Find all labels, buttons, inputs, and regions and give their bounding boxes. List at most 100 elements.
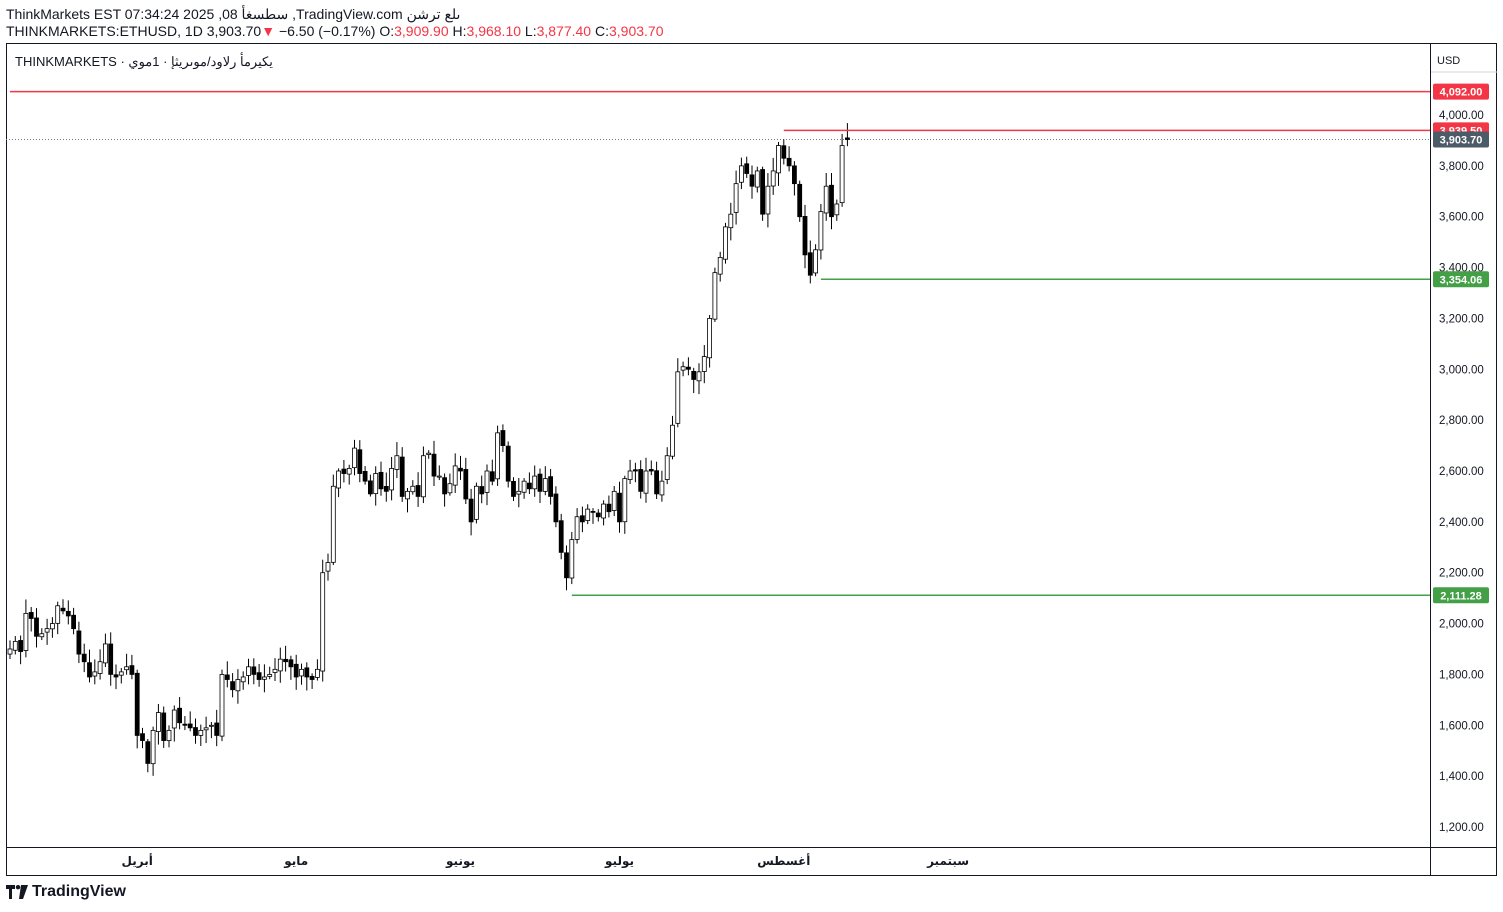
candle-up [336,470,342,489]
candle-down [140,733,145,741]
candle-down [134,672,140,736]
x-month-label: أبريل [122,853,153,868]
candle-down [829,184,834,218]
candle-up [728,213,734,229]
low-label: L: [524,23,537,39]
candle-up [103,643,108,664]
candle-up [352,447,357,469]
candle-up [601,503,606,519]
candle-down [378,471,384,490]
candle-up [44,628,50,633]
candle-down [797,183,803,218]
candle-down [802,216,808,256]
candle-up [532,475,538,490]
candle-up [420,455,426,498]
candle-up [696,371,702,382]
candle-up [235,679,241,692]
candle-up [770,170,776,187]
x-month-label: سبتمبر [926,854,969,868]
candle-down [845,137,850,140]
candle-down [463,469,469,500]
candle-up [320,572,326,672]
candle-down [527,482,532,490]
candle-down [309,675,315,680]
candle-up [643,470,649,494]
candle-down [224,674,230,680]
currency-selector[interactable]: USD [1437,55,1461,67]
candle-up [452,465,458,486]
candle-up [346,468,352,475]
candle-up [394,455,400,470]
resistance-top-tag [1433,83,1489,100]
y-tick-label: 2,600.00 [1439,466,1484,478]
candle-down [76,630,82,655]
candle-up [246,666,251,676]
candle-up [272,668,278,673]
candle-down [193,727,198,736]
candle-down [367,480,373,495]
tradingview-brand[interactable]: TradingView [6,883,126,901]
candle-down [648,469,654,472]
candle-up [675,371,681,424]
candle-down [18,640,24,652]
candle-up [426,452,432,455]
candle-up [542,478,548,492]
candle-down [362,470,368,482]
candle-down [558,520,564,553]
candle-down [87,662,92,678]
candle-down [479,486,485,495]
candle-up [839,145,845,204]
candle-down [65,610,71,617]
candle-up [277,658,283,672]
candle-down [564,552,569,579]
candle-down [744,163,750,174]
resistance-top-tag-label: 4,092.00 [1440,87,1483,99]
candle-down [304,667,310,678]
candle-up [166,729,172,742]
candle-up [405,490,410,500]
candle-down [251,666,257,675]
candle-up [818,211,824,251]
candle-up [124,666,129,671]
candle-up [447,483,453,494]
candle-down [341,468,347,474]
x-month-label: أغسطس [757,853,810,868]
candle-up [823,185,829,214]
y-tick-label: 1,800.00 [1439,669,1484,681]
candle-down [749,174,755,187]
support-recent-tag-label: 3,354.06 [1440,274,1483,286]
candle-up [267,674,273,677]
y-tick-label: 1,400.00 [1439,771,1484,783]
y-tick-label: 3,600.00 [1439,212,1484,224]
candle-up [569,539,575,579]
candle-up [92,671,98,677]
candle-down [293,663,299,678]
tradingview-logo-icon [6,885,28,899]
candle-up [240,676,246,683]
candle-up [627,470,633,480]
close-value: 3,903.70 [608,23,664,39]
candle-up [701,356,707,372]
candle-up [330,485,336,563]
candle-up [7,648,13,655]
support-june-tag-label: 2,111.28 [1440,590,1482,602]
last-price-tag-label: 3,903.70 [1440,134,1483,146]
open-label: O: [379,23,395,39]
candle-down [548,476,553,497]
candle-down [145,741,151,764]
candle-up [261,676,267,680]
change-value: −6.50 (−0.17%) [278,23,376,39]
candle-down [357,449,363,474]
candle-down [760,169,765,215]
candle-up [155,712,161,732]
open-value: 3,909.90 [394,23,449,39]
x-month-label: يوليو [604,854,634,869]
y-tick-label: 1,200.00 [1439,822,1484,834]
candle-down [489,471,495,482]
candle-up [739,165,744,183]
x-month-label: مايو [283,854,308,869]
candle-down [786,157,792,167]
y-tick-label: 2,200.00 [1439,568,1484,580]
publish-info: ThinkMarkets EST 07:34:24 2025 ,08 سطسغأ… [6,6,461,22]
